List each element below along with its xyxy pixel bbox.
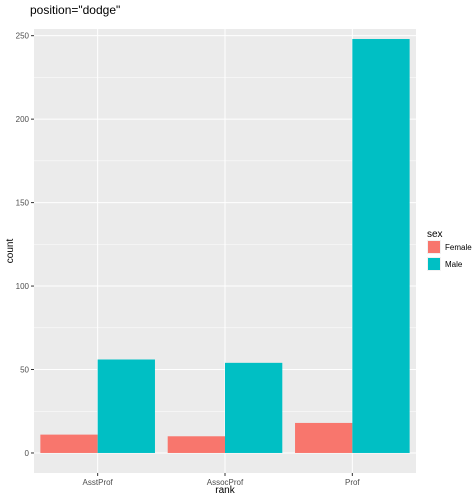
legend-label-male: Male <box>445 260 463 269</box>
x-tick-label-assocprof: AssocProf <box>207 478 244 487</box>
bar-prof-female <box>295 422 353 453</box>
x-axis: AsstProf AssocProf Prof <box>83 473 360 487</box>
bar-prof-male <box>352 39 410 453</box>
y-tick-label: 50 <box>20 366 29 375</box>
bars <box>40 39 410 453</box>
legend-swatch-male <box>428 258 440 270</box>
legend-swatch-female <box>428 241 440 253</box>
bar-asstprof-male <box>97 359 155 453</box>
legend-title: sex <box>427 229 443 240</box>
legend: sex Female Male <box>427 229 472 271</box>
y-tick-label: 100 <box>16 282 30 291</box>
y-axis: 0 50 100 150 200 250 <box>16 32 34 458</box>
x-axis-title: rank <box>215 485 235 496</box>
bar-assocprof-male <box>225 362 283 453</box>
legend-label-female: Female <box>445 243 472 252</box>
bar-asstprof-female <box>40 434 98 453</box>
y-tick-label: 250 <box>16 32 30 41</box>
chart-title: position="dodge" <box>30 3 120 17</box>
y-tick-label: 200 <box>16 115 30 124</box>
y-tick-label: 150 <box>16 199 30 208</box>
x-tick-label-asstprof: AsstProf <box>83 478 114 487</box>
bar-assocprof-female <box>167 436 225 453</box>
y-tick-label: 0 <box>25 449 30 458</box>
y-axis-title: count <box>5 239 16 264</box>
x-tick-label-prof: Prof <box>345 478 360 487</box>
